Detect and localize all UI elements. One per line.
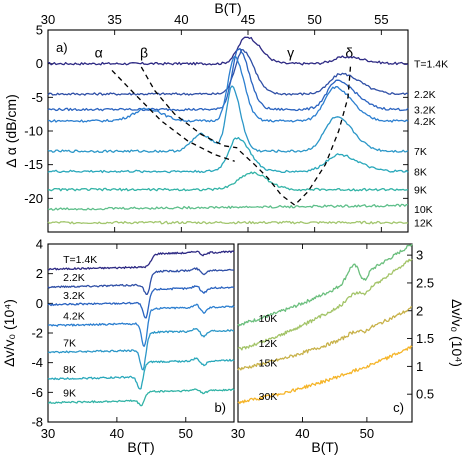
peak-label: α <box>95 45 103 61</box>
x-tick-label-a: 35 <box>107 12 121 27</box>
curve-a <box>47 47 409 112</box>
curve-b <box>47 267 235 296</box>
x-tick-label-b: 40 <box>110 426 124 441</box>
x-tick-label-a: 30 <box>41 12 55 27</box>
curve-b <box>47 328 234 371</box>
panel-label-b: b) <box>214 400 226 415</box>
curve-b <box>48 303 235 348</box>
curve-a <box>47 203 408 211</box>
series-label-b: 7K <box>63 337 76 349</box>
x-tick-label-a: 50 <box>307 12 321 27</box>
y-tick-label-b: -8 <box>31 415 43 430</box>
series-label-c: 10K <box>259 313 278 325</box>
curve-b <box>48 388 235 407</box>
y-tick-label-c: 2 <box>416 303 423 318</box>
series-label-c: 30K <box>259 391 278 403</box>
y-tick-label-b: -2 <box>31 326 43 341</box>
x-tick-label-c: 30 <box>231 426 245 441</box>
series-label-a: 3.2K <box>414 104 436 116</box>
series-label-a: 12K <box>414 218 433 230</box>
series-label-a: 2.2K <box>414 89 436 101</box>
y-tick-label-a: 5 <box>36 23 43 38</box>
curve-a <box>47 85 409 153</box>
y-axis-title-a: Δ α (dB/cm) <box>3 94 19 167</box>
curve-a <box>47 55 409 123</box>
series-label-a: 10K <box>414 204 433 216</box>
panel-c: 30 40 50 B(T) 3 2.5 2 1.5 1 0.5 Δv/v₀ (10⁴) c) 10K 12… <box>231 243 463 455</box>
y-tick-label-a: 0 <box>36 56 43 71</box>
x-tick-label-a: 45 <box>241 12 255 27</box>
curve-c <box>237 243 413 327</box>
y-tick-label-c: 2.5 <box>416 275 434 290</box>
curve-b <box>47 250 235 271</box>
curve-a <box>47 171 409 192</box>
y-tick-label-b: 4 <box>36 237 43 252</box>
series-label-a: 4.2K <box>414 116 436 128</box>
y-tick-label-a: -20 <box>24 191 43 206</box>
dashed-guide <box>239 63 352 206</box>
x-tick-label-a: 55 <box>374 12 388 27</box>
series-label-a: 7K <box>414 146 427 158</box>
x-tick-label-b: 50 <box>179 426 193 441</box>
panel-label-c: c) <box>393 400 404 415</box>
x-axis-title-a: B(T) <box>214 0 241 16</box>
y-tick-label-c: 0.5 <box>416 387 434 402</box>
y-tick-label-a: -5 <box>31 90 43 105</box>
series-label-b: 2.2K <box>63 272 85 284</box>
curve-a <box>47 48 409 96</box>
y-tick-label-b: -6 <box>31 385 43 400</box>
panel-b: 30 40 50 B(T) 4 2 0 -2 -4 -6 -8 Δv/v₀ (10⁴) b) T=1.4K… <box>1 237 235 455</box>
curve-c <box>237 345 413 405</box>
series-label-b: T=1.4K <box>63 254 97 266</box>
y-tick-label-b: 2 <box>36 266 43 281</box>
curve-c <box>237 258 413 351</box>
series-label-b: 9K <box>63 388 76 400</box>
series-label-b: 3.2K <box>63 290 85 302</box>
x-tick-label-c: 50 <box>360 426 374 441</box>
y-tick-label-a: -10 <box>24 124 43 139</box>
x-axis-title-c: B(T) <box>311 439 338 455</box>
y-tick-label-c: 1 <box>416 359 423 374</box>
series-label-c: 15K <box>259 357 278 369</box>
series-label-a: 9K <box>414 185 427 197</box>
dashed-guide <box>111 69 235 162</box>
series-label-b: 4.2K <box>63 311 85 323</box>
peak-label: δ <box>345 45 353 61</box>
x-tick-label-b: 30 <box>41 426 55 441</box>
y-tick-label-b: 0 <box>36 296 43 311</box>
peak-label: γ <box>287 45 294 61</box>
series-label-a: T=1.4K <box>414 59 448 71</box>
panel-label-a: a) <box>56 40 68 55</box>
plot-frame-c <box>237 243 413 423</box>
y-tick-label-a: -15 <box>24 157 43 172</box>
curve-b <box>47 357 235 390</box>
panel-a: 30 35 40 45 50 55B(T)50-5-10-15-20Δ α (dB/cm)… <box>3 0 448 233</box>
x-tick-label-c: 40 <box>295 426 309 441</box>
curve-a <box>48 36 409 66</box>
y-axis-title-c: Δv/v₀ (10⁴) <box>449 299 463 367</box>
curve-a <box>47 220 409 225</box>
peak-label: β <box>140 45 148 61</box>
y-axis-title-b: Δv/v₀ (10⁴) <box>1 299 17 367</box>
curve-a <box>47 136 409 174</box>
x-axis-title-b: B(T) <box>127 439 154 455</box>
y-tick-label-c: 1.5 <box>416 331 434 346</box>
y-tick-label-b: -4 <box>31 355 43 370</box>
series-label-a: 8K <box>414 166 427 178</box>
curve-c <box>237 306 412 371</box>
dashed-guide <box>140 66 238 149</box>
series-label-b: 8K <box>63 364 76 376</box>
curve-b <box>47 285 235 319</box>
y-tick-label-c: 3 <box>416 248 423 263</box>
series-label-c: 12K <box>259 338 278 350</box>
x-tick-label-a: 40 <box>174 12 188 27</box>
